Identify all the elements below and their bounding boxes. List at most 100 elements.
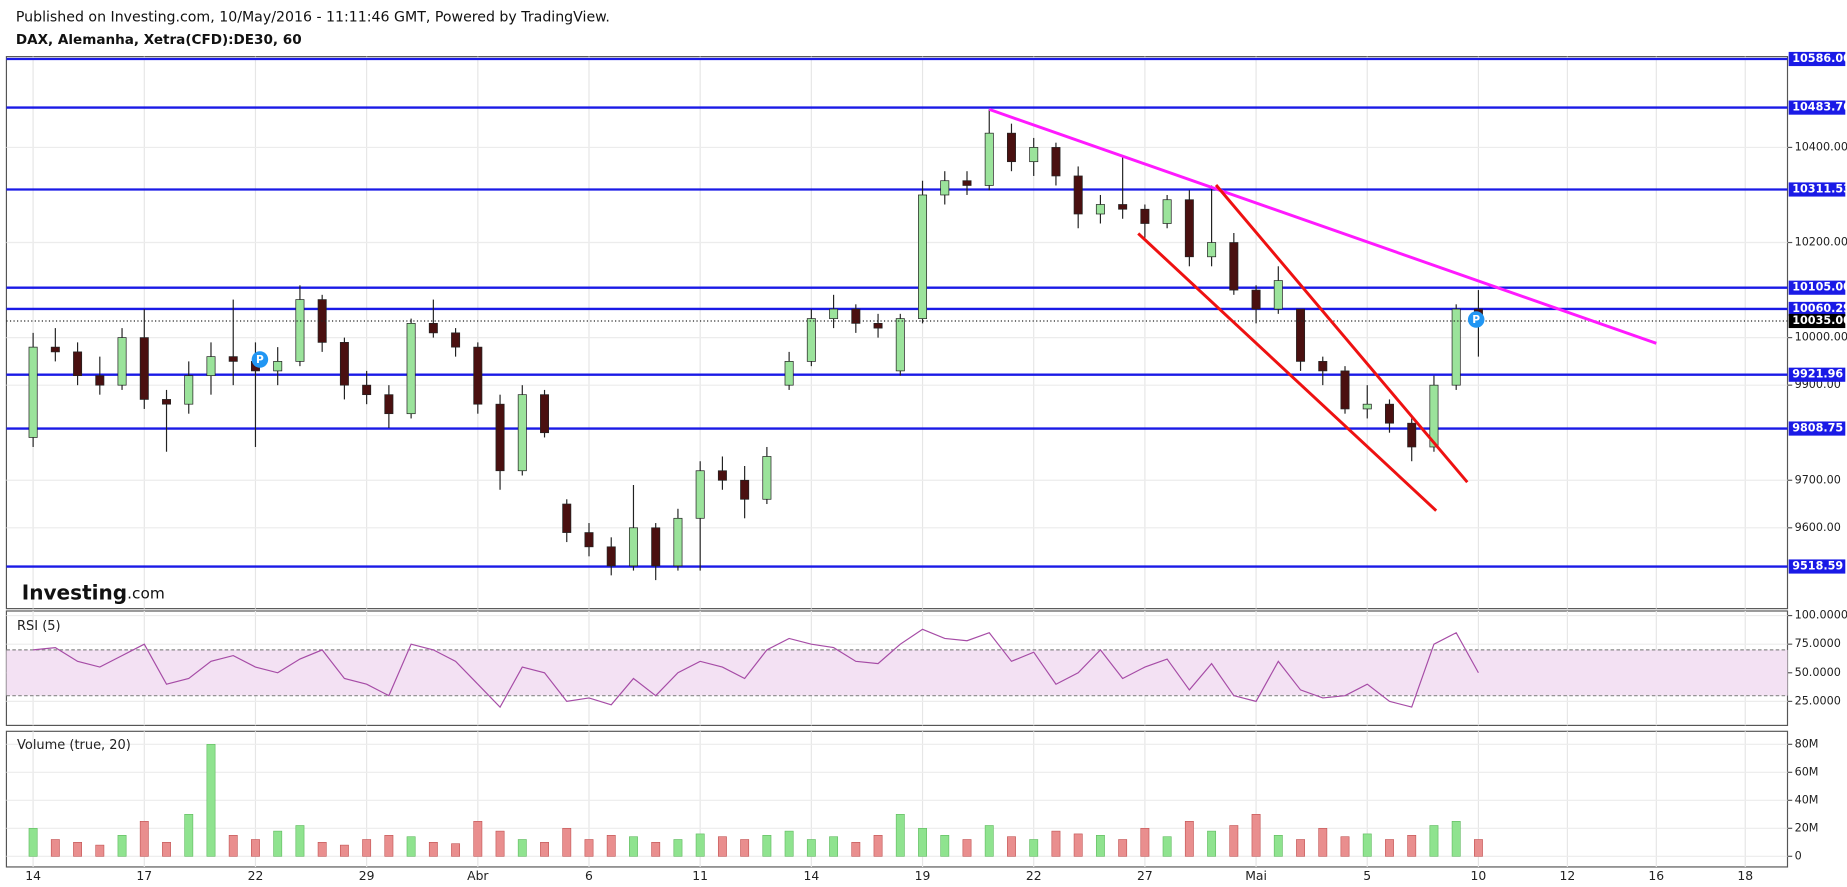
candle-body: [562, 503, 572, 533]
volume-bar: [1229, 825, 1239, 857]
volume-bar: [1162, 836, 1172, 857]
volume-bar: [495, 830, 505, 857]
volume-bar: [1007, 836, 1016, 857]
volume-bar: [1340, 836, 1350, 857]
candle-body: [1051, 147, 1061, 177]
level-label: 10105.00: [1792, 281, 1847, 294]
trend-line: [1214, 184, 1469, 484]
candle-body: [1118, 204, 1128, 210]
volume-bar: [940, 835, 950, 857]
candle-body: [940, 180, 950, 196]
candle-body: [717, 470, 727, 481]
volume-bar: [851, 842, 861, 857]
volume-bar: [295, 825, 305, 857]
volume-bar: [451, 843, 461, 857]
candle-body: [206, 356, 216, 377]
volume-bar: [473, 821, 483, 857]
candle-body: [918, 194, 928, 319]
volume-bar: [1140, 828, 1150, 857]
volume-bar: [1296, 839, 1305, 857]
level-tag: [1788, 421, 1846, 436]
volume-bar: [73, 842, 82, 857]
p-marker-label: P: [256, 353, 264, 366]
volume-bar: [1451, 821, 1461, 857]
x-tick-label: 6: [585, 869, 593, 883]
symbol-title: DAX, Alemanha, Xetra(CFD):DE30, 60: [16, 32, 302, 48]
candle-body: [540, 394, 550, 434]
p-marker: [1467, 311, 1485, 328]
logo-suffix: .com: [127, 584, 165, 602]
plot-layer: 14 17 22 29 Abr 6 11 14 19 22 27 Mai 5 10 12 16 18 10400.…: [6, 51, 1847, 883]
level-label: 9921.96: [1792, 368, 1843, 381]
volume-bar: [540, 842, 549, 857]
volume-bar: [1073, 833, 1083, 857]
volume-bar: [517, 839, 527, 857]
p-marker: [251, 351, 269, 368]
x-tick-label: 22: [1026, 869, 1042, 883]
x-tick-label: 10: [1471, 869, 1487, 883]
volume-bar: [50, 839, 60, 857]
x-tick-label: 29: [359, 869, 375, 883]
candle-body: [117, 337, 127, 386]
candle-body: [1384, 403, 1394, 424]
candle-body: [295, 299, 305, 362]
volume-bar: [139, 821, 149, 857]
last-price-label: 10035.00: [1792, 314, 1847, 327]
candle-body: [1006, 132, 1016, 163]
volume-bar: [1029, 839, 1039, 857]
volume-bar: [251, 839, 260, 857]
y-tick-label: 80M: [1795, 737, 1819, 750]
candle-body: [829, 308, 839, 319]
volume-bar: [762, 835, 772, 857]
candle-body: [1162, 199, 1172, 224]
candle-body: [95, 375, 105, 386]
candle-body: [228, 356, 238, 362]
volume-bar: [1207, 830, 1217, 857]
x-tick-label: 14: [25, 869, 41, 883]
candle-body: [1184, 199, 1194, 258]
volume-bar: [117, 835, 127, 857]
candle-body: [73, 351, 83, 377]
volume-bar: [1474, 839, 1483, 857]
volume-bar: [1051, 830, 1061, 857]
candle-body: [806, 318, 816, 362]
y-tick-label: 25.0000: [1795, 694, 1841, 707]
candle-body: [384, 394, 394, 415]
volume-bar: [984, 825, 994, 857]
x-tick-label: 5: [1363, 869, 1371, 883]
level-label: 10060.29: [1792, 302, 1847, 315]
volume-bar: [184, 814, 194, 857]
volume-bar: [918, 828, 927, 857]
volume-bar: [829, 836, 839, 857]
volume-bar: [806, 839, 816, 857]
level-tag: [1788, 100, 1846, 115]
volume-bar: [1118, 839, 1128, 857]
candle-body: [695, 470, 705, 519]
level-label: 9518.59: [1792, 560, 1843, 573]
volume-bar: [606, 835, 616, 857]
candle-body: [651, 527, 661, 567]
volume-bar: [895, 814, 905, 857]
candle-body: [1340, 370, 1350, 410]
last-price-tag: [1788, 313, 1846, 329]
candle-body: [628, 527, 638, 567]
candle-body: [895, 318, 905, 372]
volume-bar: [1251, 814, 1261, 857]
candle-body: [740, 479, 750, 500]
volume-bar: [406, 836, 416, 857]
candle-body: [139, 337, 149, 400]
candle-body: [184, 375, 194, 405]
candle-body: [1229, 242, 1239, 291]
volume-bar: [1318, 828, 1328, 857]
volume-bar: [28, 828, 38, 857]
volume-panel: [5, 730, 1789, 868]
candle-body: [1273, 280, 1283, 310]
rsi-title: RSI (5): [17, 619, 61, 634]
level-tag: [1788, 280, 1846, 295]
x-tick-label: 17: [136, 869, 152, 883]
candle-body: [1318, 361, 1328, 372]
y-tick-label: 75.0000: [1795, 637, 1841, 650]
y-tick-label: 50.0000: [1795, 666, 1841, 679]
y-tick-label: 20M: [1795, 821, 1819, 834]
